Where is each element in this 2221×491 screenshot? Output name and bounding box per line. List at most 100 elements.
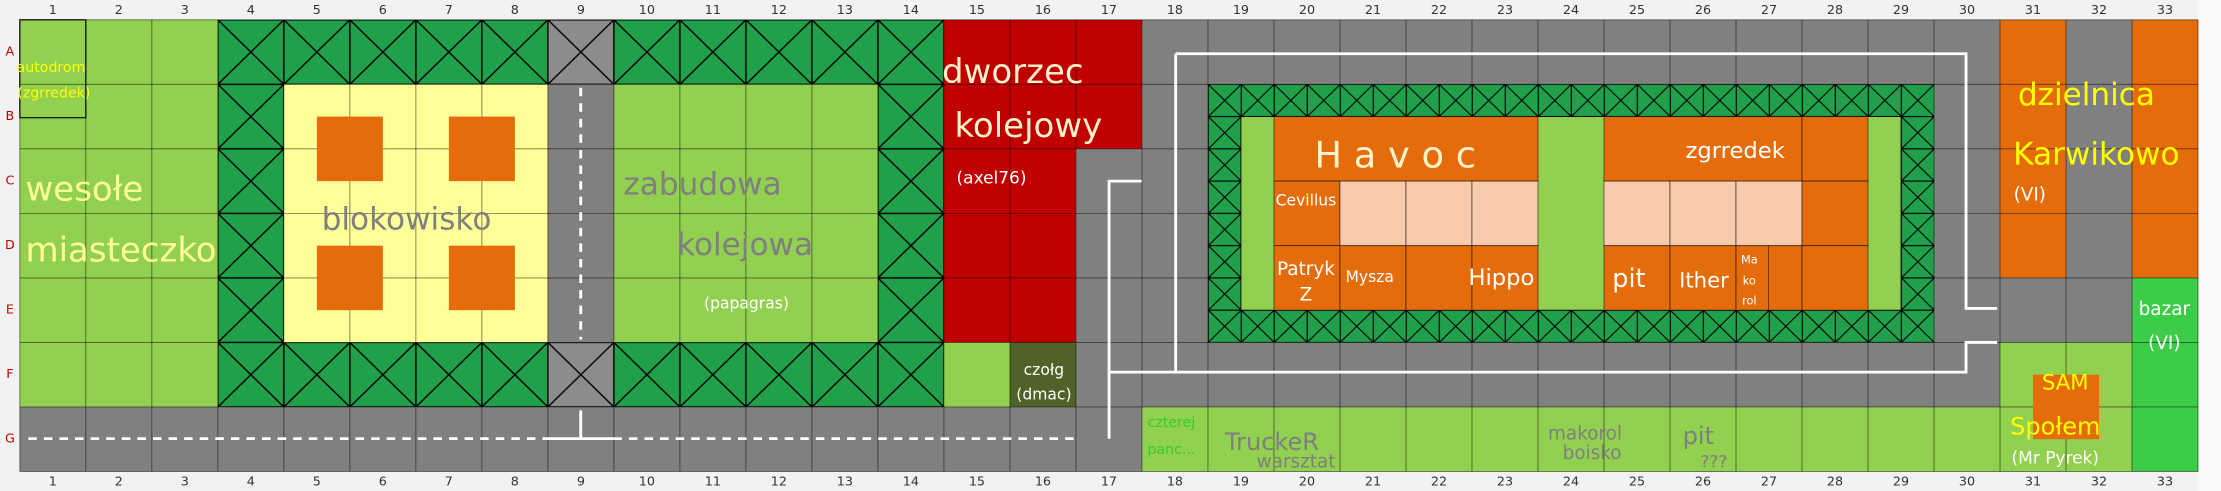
- column-header: 20: [1299, 3, 1315, 18]
- map-label: dzielnica: [2018, 77, 2155, 113]
- map-label: warsztat: [1257, 452, 1336, 473]
- autodrom-plot: [19, 19, 87, 119]
- column-header: 33: [2157, 3, 2173, 18]
- column-header: 8: [511, 3, 519, 18]
- map-label: bazar: [2139, 299, 2191, 320]
- map-label: kolejowa: [677, 227, 813, 263]
- column-header: 24: [1563, 3, 1579, 18]
- column-footer: 24: [1563, 474, 1579, 489]
- column-header: 16: [1035, 3, 1051, 18]
- column-footer: 7: [445, 474, 453, 489]
- column-footer: 33: [2157, 474, 2173, 489]
- column-footer: 32: [2091, 474, 2107, 489]
- row-header: D: [5, 238, 15, 253]
- plot: [1471, 180, 1539, 247]
- map-label: SAM: [2042, 370, 2089, 395]
- column-footer: 19: [1233, 474, 1249, 489]
- column-header: 3: [181, 3, 189, 18]
- column-footer: 20: [1299, 474, 1315, 489]
- map-label: ???: [1700, 453, 1727, 473]
- column-footer: 28: [1827, 474, 1843, 489]
- column-header: 2: [115, 3, 123, 18]
- road-marking: [1107, 179, 1142, 439]
- column-header: 13: [837, 3, 853, 18]
- column-footer: 16: [1035, 474, 1051, 489]
- plot: [1669, 180, 1737, 247]
- right-strip: [2198, 0, 2221, 491]
- plot: [1405, 245, 1473, 311]
- apartment-block: [316, 116, 383, 182]
- map-label: pit: [1683, 422, 1714, 450]
- column-footer: 4: [247, 474, 255, 489]
- map-label: dworzec: [942, 52, 1084, 92]
- column-footer: 23: [1497, 474, 1513, 489]
- column-header: 1: [49, 3, 57, 18]
- map-label: czterej: [1148, 415, 1196, 431]
- grass-strip: [1141, 406, 2133, 472]
- plot: [1801, 180, 1869, 247]
- grass: [943, 342, 1010, 407]
- map-label: Karwikowo: [2013, 137, 2179, 173]
- map-label: (VI): [2014, 184, 2046, 205]
- road: [2066, 19, 2133, 343]
- map-label: kolejowy: [954, 106, 1102, 146]
- column-header: 15: [969, 3, 985, 18]
- plot: [1603, 180, 1671, 247]
- bazaar: [2132, 277, 2199, 472]
- column-header: 4: [247, 3, 255, 18]
- plot: [1273, 245, 1341, 311]
- map-label: (Mr Pyrek): [2012, 448, 2099, 468]
- map-label: H a v o c: [1314, 134, 1476, 177]
- apartment-block: [448, 245, 515, 311]
- map-label: Patryk: [1277, 259, 1335, 280]
- column-header: 32: [2091, 3, 2107, 18]
- road-marking: [545, 410, 614, 441]
- column-footer: 17: [1101, 474, 1117, 489]
- map-label: TruckeR: [1224, 428, 1319, 456]
- plot: [1603, 245, 1671, 311]
- map-label: (axel76): [957, 168, 1027, 188]
- map-label: (papagras): [704, 295, 789, 313]
- map-label: boisko: [1563, 443, 1622, 464]
- column-header: 25: [1629, 3, 1645, 18]
- road-marking: [1175, 52, 1998, 310]
- map-label: Społem: [2010, 412, 2100, 440]
- column-header: 9: [577, 3, 585, 18]
- plot: [1471, 245, 1539, 311]
- map-label: blokowisko: [322, 202, 492, 238]
- column-footer: 30: [1959, 474, 1975, 489]
- plot: [1669, 245, 1737, 311]
- plot: [1735, 180, 1803, 247]
- column-header: 29: [1893, 3, 1909, 18]
- plot: [1273, 116, 1539, 182]
- map-label: Cevillus: [1276, 191, 1337, 209]
- tank-plot: [1009, 342, 1076, 407]
- column-footer: 29: [1893, 474, 1909, 489]
- map-label: makorol: [1548, 423, 1622, 444]
- plot: [1801, 116, 1869, 182]
- column-footer: 5: [313, 474, 321, 489]
- map-label: Ither: [1679, 269, 1729, 294]
- map-label: autodrom: [17, 60, 86, 76]
- column-footer: 3: [181, 474, 189, 489]
- map-label: ko: [1743, 274, 1756, 288]
- column-header: 11: [705, 3, 721, 18]
- column-header: 7: [445, 3, 453, 18]
- map-label: Z: [1300, 285, 1313, 306]
- column-footer: 10: [639, 474, 655, 489]
- row-header: F: [6, 367, 13, 382]
- column-footer: 2: [115, 474, 123, 489]
- column-header: 10: [639, 3, 655, 18]
- column-footer: 8: [511, 474, 519, 489]
- column-header: 31: [2025, 3, 2041, 18]
- column-footer: 15: [969, 474, 985, 489]
- map-label: Ma: [1741, 252, 1758, 266]
- map-label: (zgrredek): [17, 85, 90, 101]
- row-header: G: [5, 432, 15, 447]
- row-header: C: [5, 174, 14, 189]
- map-label: zabudowa: [623, 166, 781, 202]
- rail-crossing: [547, 19, 614, 85]
- column-footer: 12: [771, 474, 787, 489]
